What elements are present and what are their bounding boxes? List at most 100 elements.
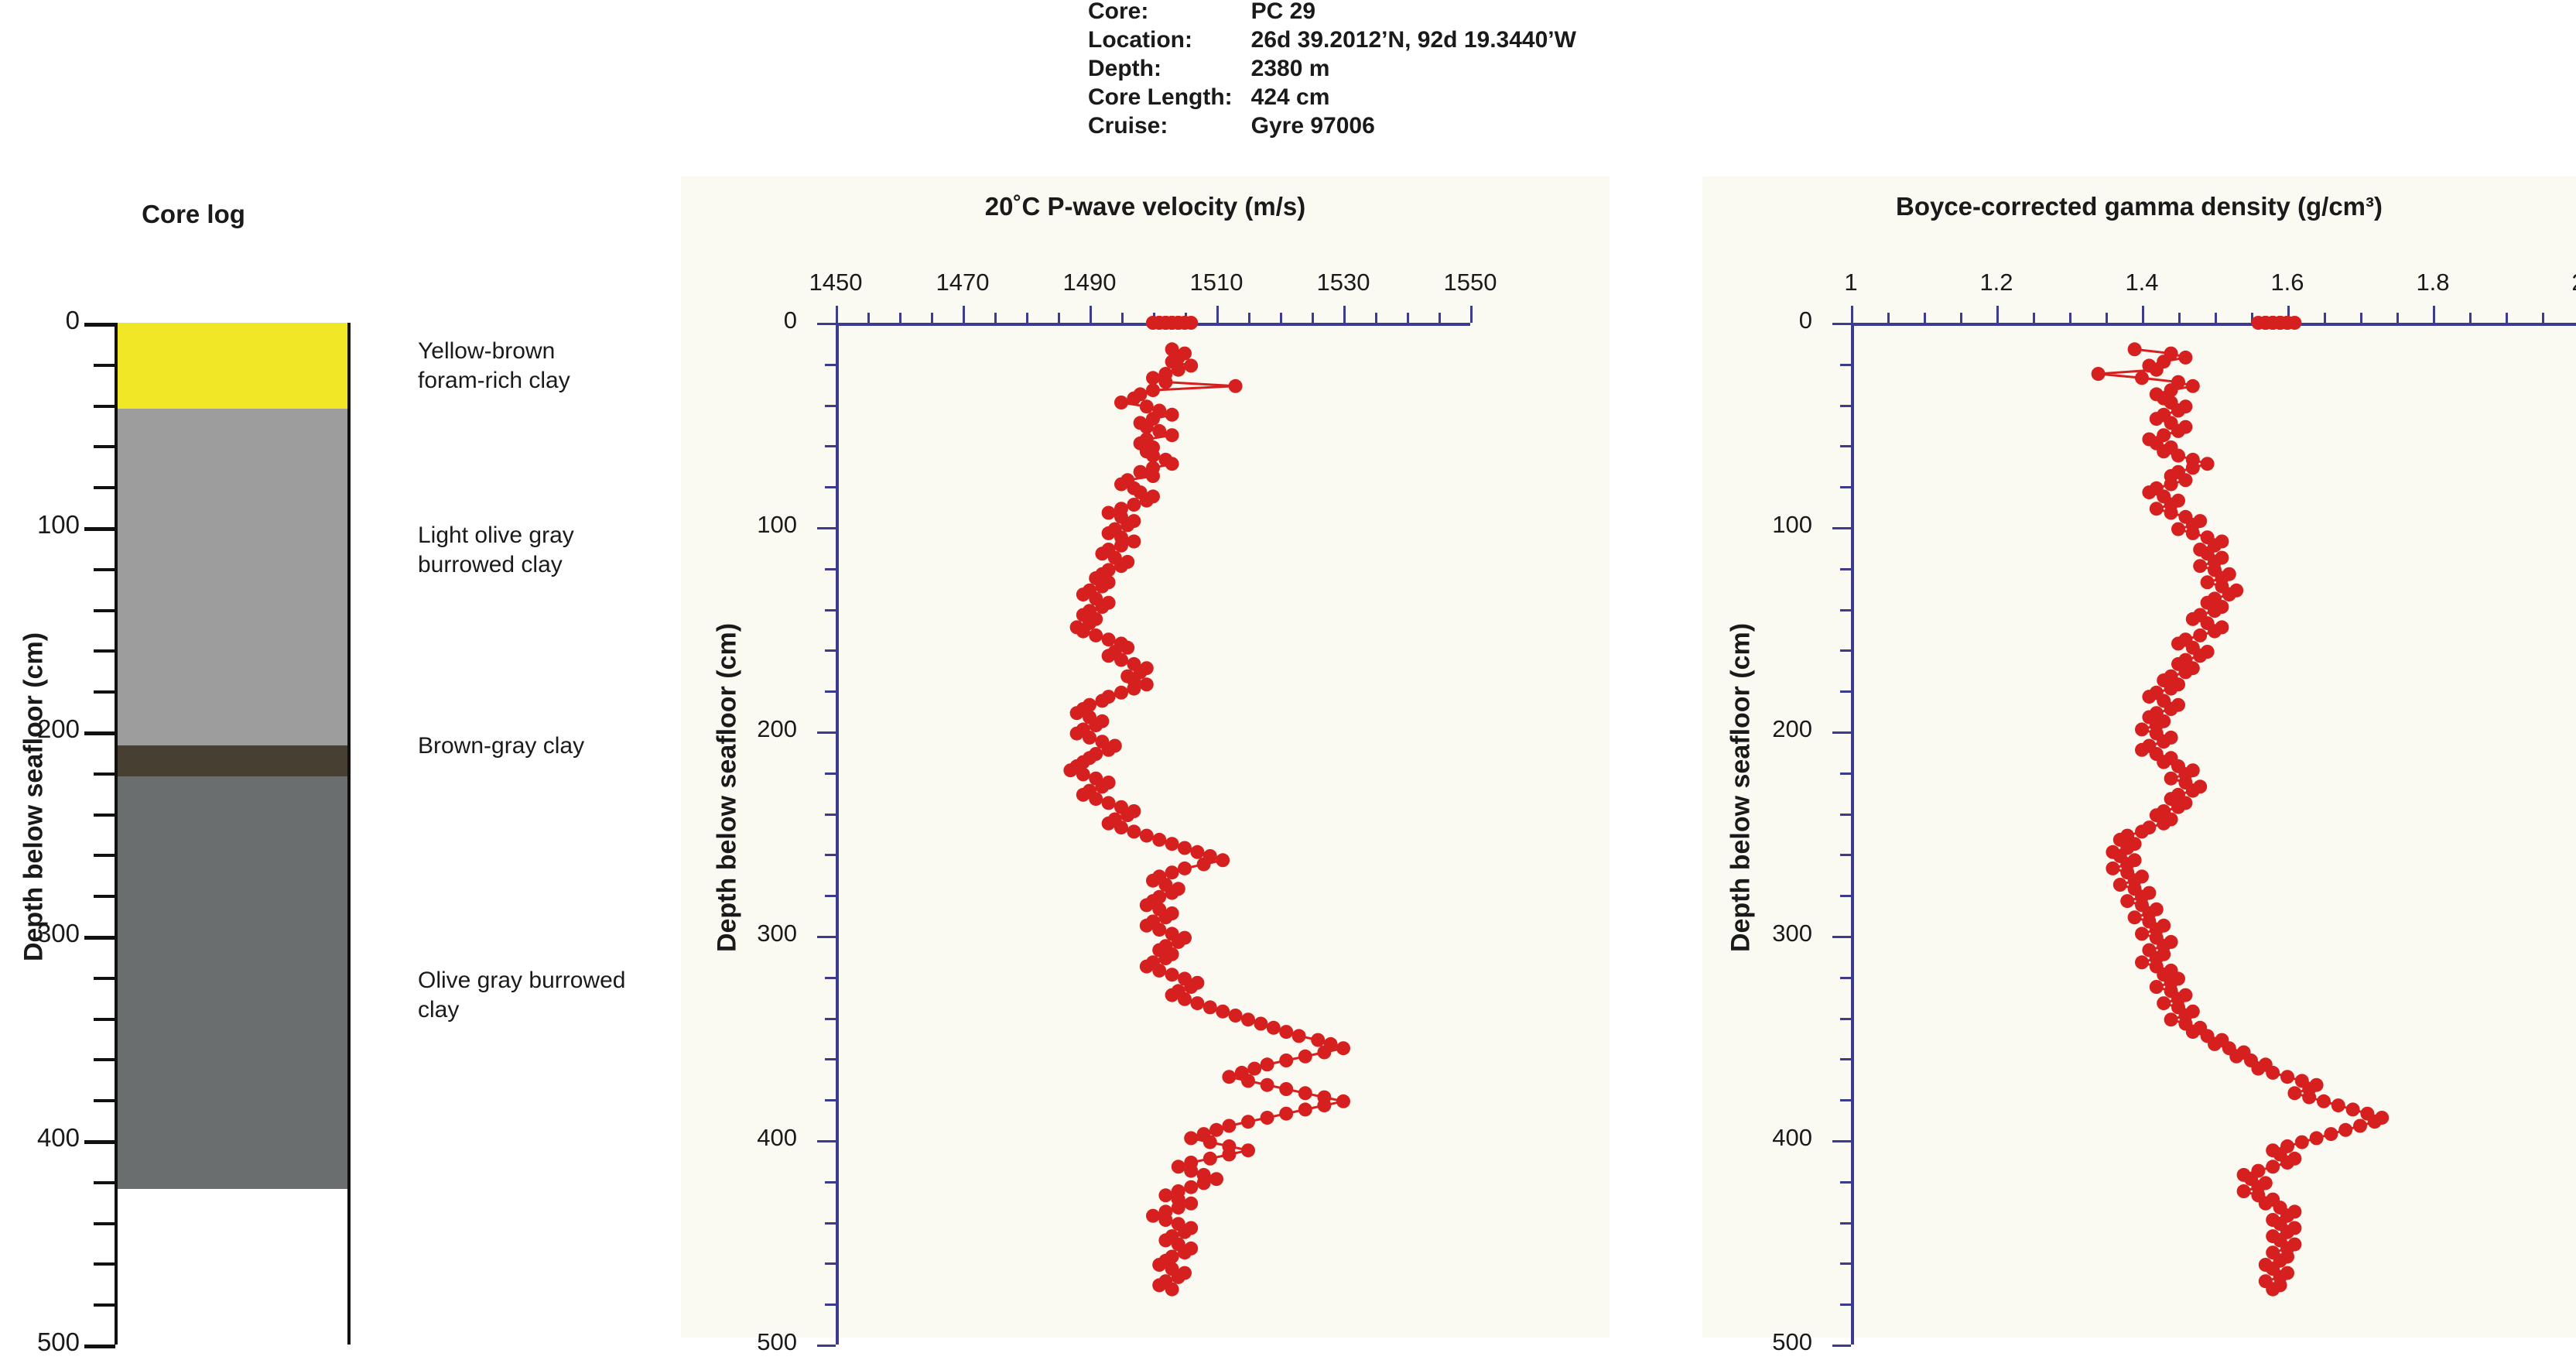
density-chart-title: Boyce-corrected gamma density (g/cm³) bbox=[1895, 192, 2383, 221]
density-data-point bbox=[2120, 894, 2135, 909]
density-data-point bbox=[2266, 1282, 2280, 1297]
pwave-data-point bbox=[1152, 423, 1167, 438]
core-log-column bbox=[115, 323, 351, 1345]
pwave-data-point bbox=[1171, 1160, 1185, 1174]
pwave-data-point bbox=[1114, 559, 1128, 574]
pwave-y-minor-tick bbox=[825, 976, 836, 979]
pwave-data-point bbox=[1146, 873, 1160, 888]
density-data-point bbox=[2135, 927, 2149, 941]
pwave-data-point bbox=[1139, 420, 1154, 434]
density-x-minor-tick bbox=[2251, 313, 2253, 323]
pwave-x-minor-tick bbox=[1375, 313, 1377, 323]
density-data-point bbox=[2287, 1086, 2302, 1101]
density-data-point bbox=[2178, 350, 2193, 365]
core-layer bbox=[118, 745, 347, 777]
pwave-y-minor-tick bbox=[825, 404, 836, 407]
pwave-x-minor-tick bbox=[899, 313, 901, 323]
core-axis-minor-tick bbox=[94, 486, 115, 490]
density-data-point bbox=[2149, 980, 2164, 994]
density-x-tick-label: 1.8 bbox=[2416, 269, 2450, 296]
density-y-minor-tick bbox=[1840, 445, 1851, 448]
pwave-data-point bbox=[1139, 493, 1154, 508]
pwave-data-point bbox=[1184, 980, 1199, 994]
pwave-y-tick-label: 100 bbox=[757, 511, 797, 538]
density-data-point bbox=[2258, 316, 2273, 330]
pwave-data-point bbox=[1095, 600, 1110, 614]
pwave-data-point bbox=[1202, 1151, 1217, 1166]
pwave-data-point bbox=[1178, 841, 1192, 855]
pwave-x-minor-tick bbox=[1439, 313, 1441, 323]
pwave-data-point bbox=[1120, 808, 1135, 823]
density-data-point bbox=[2135, 955, 2149, 970]
density-data-point bbox=[2135, 722, 2149, 737]
pwave-data-point bbox=[1146, 1208, 1160, 1223]
density-y-major-tick bbox=[1832, 323, 1851, 325]
pwave-data-point bbox=[1184, 1196, 1199, 1211]
pwave-data-point bbox=[1101, 796, 1116, 810]
density-x-minor-tick bbox=[2542, 313, 2544, 323]
density-y-axis-line bbox=[1851, 323, 1854, 1345]
density-data-point bbox=[2091, 367, 2106, 381]
pwave-data-point bbox=[1158, 375, 1173, 389]
core-axis-minor-tick bbox=[94, 813, 115, 817]
density-y-minor-tick bbox=[1840, 1221, 1851, 1225]
density-data-point bbox=[2309, 1131, 2324, 1146]
density-data-point bbox=[2171, 522, 2185, 536]
density-data-line bbox=[2098, 348, 2386, 1291]
pwave-x-minor-tick bbox=[1312, 313, 1314, 323]
pwave-data-point bbox=[1133, 464, 1148, 479]
pwave-y-minor-tick bbox=[825, 772, 836, 775]
core-axis-minor-tick bbox=[94, 1058, 115, 1062]
metadata-row: Location: 26d 39.2012’N, 92d 19.3440’W bbox=[1088, 26, 1576, 54]
pwave-data-point bbox=[1127, 498, 1141, 512]
density-data-point bbox=[2178, 665, 2193, 680]
core-metadata-block: Core: PC 29 Location: 26d 39.2012’N, 92d 19… bbox=[1088, 0, 1576, 140]
pwave-x-minor-tick bbox=[867, 313, 870, 323]
core-axis-minor-tick bbox=[94, 363, 115, 367]
pwave-data-point bbox=[1336, 1094, 1350, 1108]
pwave-data-series bbox=[1063, 316, 1350, 1297]
lithology-description: Olive gray burrowed clay bbox=[418, 966, 673, 1025]
pwave-y-minor-tick bbox=[825, 1099, 836, 1102]
core-layer bbox=[118, 1189, 347, 1345]
pwave-data-point bbox=[1216, 853, 1230, 868]
pwave-data-point bbox=[1114, 685, 1128, 700]
pwave-data-point bbox=[1101, 742, 1116, 757]
pwave-data-point bbox=[1279, 1025, 1294, 1040]
pwave-data-point bbox=[1298, 1102, 1312, 1117]
pwave-data-point bbox=[1127, 534, 1141, 549]
density-data-point bbox=[2193, 559, 2208, 574]
pwave-data-point bbox=[1158, 910, 1173, 925]
pwave-x-tick-label: 1470 bbox=[936, 269, 990, 296]
pwave-data-point bbox=[1241, 1012, 1255, 1027]
density-x-tick-label: 1.6 bbox=[2270, 269, 2304, 296]
pwave-data-point bbox=[1101, 632, 1116, 647]
density-data-point bbox=[2149, 412, 2164, 426]
pwave-x-minor-tick bbox=[1280, 313, 1282, 323]
density-data-point bbox=[2142, 485, 2157, 500]
density-data-point bbox=[2157, 996, 2171, 1011]
pwave-data-point bbox=[1095, 779, 1110, 794]
core-axis-major-tick bbox=[84, 731, 115, 735]
density-y-minor-tick bbox=[1840, 1099, 1851, 1102]
density-data-point bbox=[2317, 1094, 2331, 1108]
core-axis-minor-tick bbox=[94, 567, 115, 571]
metadata-row: Core Length: 424 cm bbox=[1088, 83, 1576, 111]
density-data-point bbox=[2280, 1070, 2294, 1084]
pwave-x-major-tick bbox=[1470, 306, 1473, 323]
core-layer bbox=[118, 408, 347, 746]
pwave-data-point bbox=[1076, 787, 1090, 802]
pwave-data-point bbox=[1146, 383, 1160, 398]
density-y-minor-tick bbox=[1840, 649, 1851, 653]
pwave-data-point bbox=[1101, 526, 1116, 540]
pwave-data-point bbox=[1127, 681, 1141, 696]
metadata-value: PC 29 bbox=[1250, 0, 1316, 24]
density-y-minor-tick bbox=[1840, 567, 1851, 570]
pwave-data-point bbox=[1279, 1106, 1294, 1121]
pwave-data-point bbox=[1139, 399, 1154, 414]
metadata-row: Depth: 2380 m bbox=[1088, 54, 1576, 83]
core-axis-tick-label: 200 bbox=[36, 714, 80, 743]
pwave-y-minor-tick bbox=[825, 445, 836, 448]
pwave-data-point bbox=[1076, 767, 1090, 782]
pwave-data-point bbox=[1069, 706, 1084, 721]
